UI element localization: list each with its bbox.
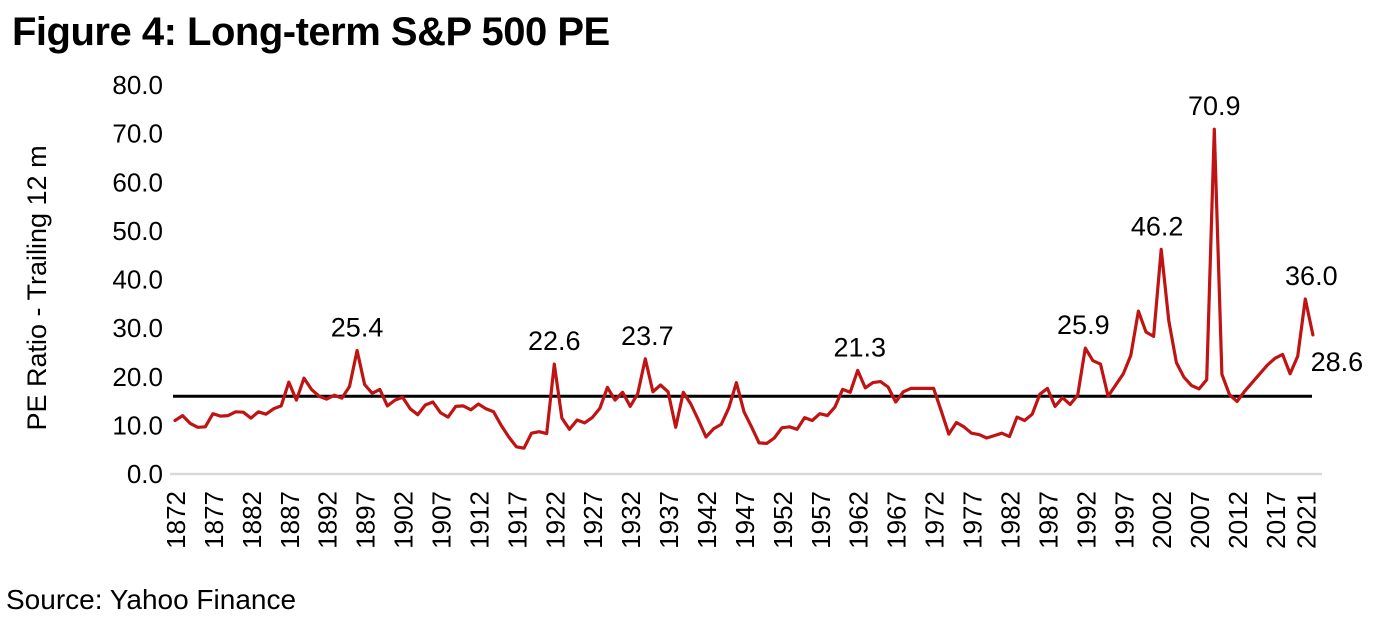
y-axis-title: PE Ratio - Trailing 12 m xyxy=(22,145,52,430)
x-tick-label: 1977 xyxy=(958,491,988,549)
x-tick-label: 1922 xyxy=(540,491,570,549)
x-tick-label: 1952 xyxy=(768,491,798,549)
source-caption: Source: Yahoo Finance xyxy=(6,584,297,615)
x-tick-label: 1897 xyxy=(351,491,381,549)
x-tick-label: 1932 xyxy=(616,491,646,549)
x-tick-label: 1877 xyxy=(199,491,229,549)
x-tick-label: 2021 xyxy=(1291,491,1321,549)
annotation-21.3: 21.3 xyxy=(833,332,886,362)
y-tick-label: 70.0 xyxy=(112,119,163,149)
x-tick-label: 1907 xyxy=(427,491,457,549)
pe-series-line xyxy=(173,127,1315,450)
x-tick-label: 2012 xyxy=(1223,491,1253,549)
annotation-46.2: 46.2 xyxy=(1131,211,1184,241)
x-tick-label: 1947 xyxy=(730,491,760,549)
x-tick-label: 1882 xyxy=(237,491,267,549)
x-tick-label: 1972 xyxy=(920,491,950,549)
x-tick-label: 1887 xyxy=(275,491,305,549)
annotation-23.7: 23.7 xyxy=(621,321,674,351)
x-tick-label: 1937 xyxy=(654,491,684,549)
x-tick-label: 1992 xyxy=(1071,491,1101,549)
x-tick-label: 1962 xyxy=(844,491,874,549)
y-tick-label: 40.0 xyxy=(112,265,163,295)
y-tick-label: 30.0 xyxy=(112,313,163,343)
y-tick-label: 10.0 xyxy=(112,410,163,440)
x-tick-label: 1892 xyxy=(313,491,343,549)
y-tick-label: 80.0 xyxy=(112,70,163,100)
annotation-22.6: 22.6 xyxy=(528,326,581,356)
x-tick-label: 1987 xyxy=(1033,491,1063,549)
x-tick-label: 1927 xyxy=(578,491,608,549)
y-tick-label: 60.0 xyxy=(112,167,163,197)
annotation-36.0: 36.0 xyxy=(1285,261,1338,291)
annotation-70.9: 70.9 xyxy=(1188,91,1241,121)
x-tick-label: 1957 xyxy=(806,491,836,549)
figure-title: Figure 4: Long-term S&P 500 PE xyxy=(12,10,610,54)
y-tick-label: 50.0 xyxy=(112,216,163,246)
x-tick-label: 1917 xyxy=(502,491,532,549)
annotation-28.6: 28.6 xyxy=(1311,347,1364,377)
x-tick-label: 1982 xyxy=(995,491,1025,549)
x-tick-label: 1872 xyxy=(161,491,191,549)
x-tick-label: 1967 xyxy=(882,491,912,549)
y-tick-label: 20.0 xyxy=(112,362,163,392)
x-tick-label: 1942 xyxy=(692,491,722,549)
x-tick-label: 1902 xyxy=(389,491,419,549)
annotation-25.9: 25.9 xyxy=(1057,310,1110,340)
annotation-25.4: 25.4 xyxy=(331,312,384,342)
y-tick-label: 0.0 xyxy=(127,459,163,489)
x-tick-label: 2007 xyxy=(1185,491,1215,549)
x-tick-label: 2002 xyxy=(1147,491,1177,549)
x-tick-label: 1997 xyxy=(1109,491,1139,549)
x-tick-label: 2017 xyxy=(1261,491,1291,549)
x-tick-label: 1912 xyxy=(464,491,494,549)
